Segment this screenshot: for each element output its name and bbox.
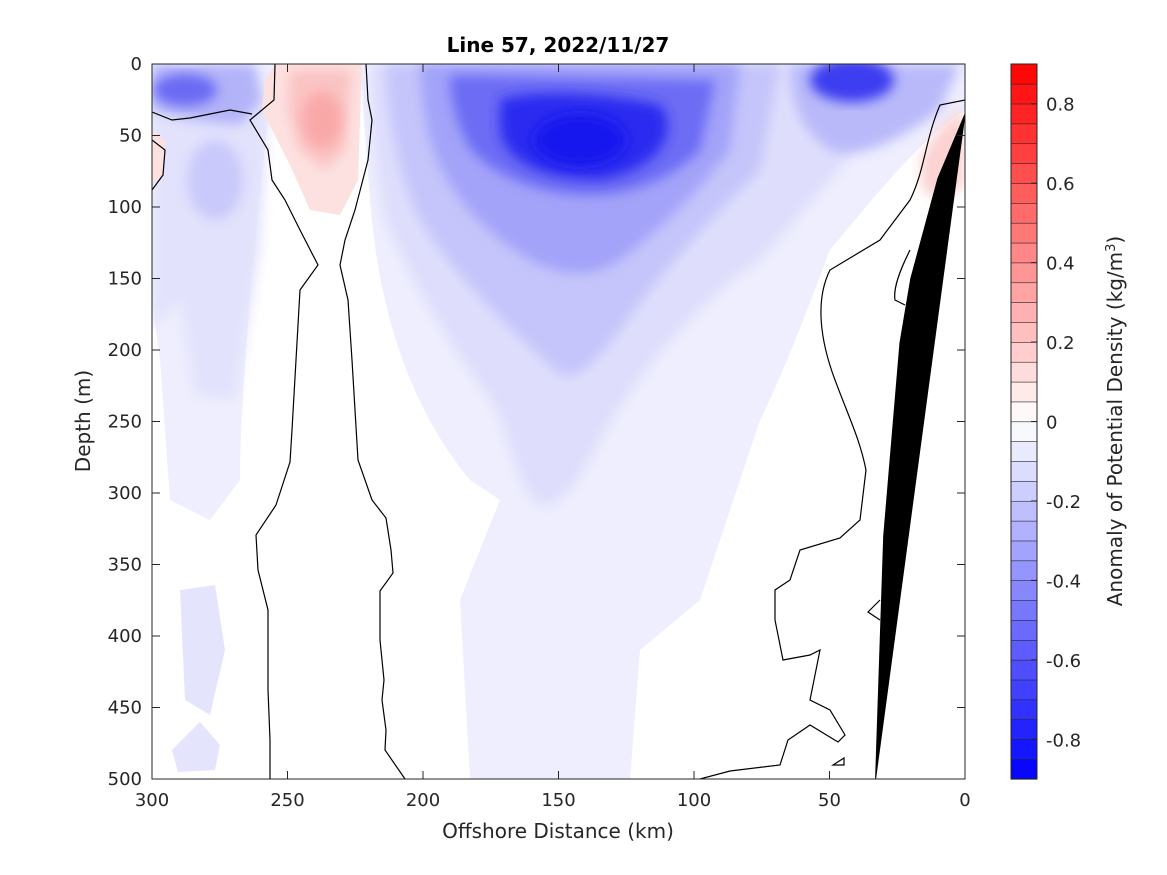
colorbar-segment: [1010, 441, 1038, 462]
colorbar-segment: [1010, 599, 1038, 621]
x-tick-label: 100: [677, 790, 711, 811]
colorbar-segment: [1010, 123, 1038, 145]
colorbar-segment: [1010, 103, 1038, 125]
colorbar-segment: [1010, 222, 1038, 244]
neg-region-max: [535, 115, 625, 165]
colorbar-segment: [1010, 421, 1038, 442]
colorbar-tick-label: -0.6: [1046, 651, 1081, 672]
y-axis-title: Depth (m): [71, 370, 95, 472]
neg-region-left-mid: [187, 140, 243, 220]
colorbar-title: Anomaly of Potential Density (kg/m3): [1103, 236, 1127, 606]
x-tick-label: 200: [406, 790, 440, 811]
y-tick-label: 500: [108, 769, 142, 790]
colorbar-tick-label: -0.4: [1046, 571, 1081, 592]
x-axis: 300 250 200 150 100 50 0: [135, 64, 971, 811]
colorbar-segment: [1010, 580, 1038, 601]
colorbar-segment: [1010, 321, 1038, 343]
colorbar-tick-label: 0: [1046, 413, 1057, 434]
colorbar-segment: [1010, 679, 1038, 701]
colorbar-segment: [1010, 202, 1038, 224]
zero-contour-left-tongue: [249, 64, 319, 779]
neg-region-lower-left: [180, 585, 225, 715]
zero-contour-left-edge: [152, 139, 166, 191]
colorbar-tick-label: -0.2: [1046, 492, 1081, 513]
zero-contour-slope: [894, 249, 911, 306]
colorbar-tick-label: 0.4: [1046, 254, 1075, 275]
colorbar-segment: [1010, 361, 1038, 383]
colorbar-segment: [1010, 282, 1038, 303]
pos-region-left-edge: [152, 130, 165, 185]
colorbar-segment: [1010, 341, 1038, 363]
colorbar-segment: [1010, 460, 1038, 482]
zero-contour-upper-left: [152, 109, 253, 121]
pos-region-core: [302, 92, 342, 148]
zero-contours: [152, 64, 965, 779]
neg-region-bottom-left: [172, 722, 220, 772]
colorbar-segment: [1010, 719, 1038, 740]
x-tick-label: 150: [541, 790, 575, 811]
colorbar-segment: [1010, 63, 1038, 85]
colorbar: [1010, 63, 1038, 780]
zero-contour-deep-right: [867, 599, 881, 621]
y-tick-label: 50: [119, 126, 142, 147]
y-tick-label: 300: [108, 483, 142, 504]
x-tick-label: 300: [135, 790, 169, 811]
anomaly-field: [152, 64, 965, 779]
y-tick-label: 100: [108, 197, 142, 218]
colorbar-segment: [1010, 401, 1038, 423]
colorbar-segment: [1010, 262, 1038, 284]
neg-region-upper-right-core: [810, 64, 894, 102]
colorbar-segment: [1010, 500, 1038, 522]
neg-region-left: [152, 75, 268, 400]
colorbar-segment: [1010, 381, 1038, 403]
colorbar-tick-label: -0.8: [1046, 730, 1081, 751]
colorbar-segment: [1010, 659, 1038, 681]
x-axis-title: Offshore Distance (km): [442, 819, 674, 843]
colorbar-frame: [1010, 63, 1038, 780]
neg-region-upper-left-core: [153, 74, 217, 106]
y-axis: 0 50 100 150 200 250 300 350 400 450 500: [108, 54, 965, 790]
colorbar-segment: [1010, 520, 1038, 542]
colorbar-tick-label: 0.6: [1046, 174, 1075, 195]
colorbar-segment: [1010, 143, 1038, 164]
colorbar-segment: [1010, 639, 1038, 661]
colorbar-segment: [1010, 738, 1038, 760]
x-tick-label: 250: [270, 790, 304, 811]
x-tick-label: 0: [959, 790, 970, 811]
colorbar-segment: [1010, 699, 1038, 721]
chart-title: Line 57, 2022/11/27: [447, 33, 670, 57]
zero-contour-shelf: [699, 99, 965, 779]
colorbar-segment: [1010, 242, 1038, 264]
zero-contour-bottom-small: [830, 756, 845, 766]
colorbar-segment: [1010, 758, 1038, 780]
colorbar-segment: [1010, 480, 1038, 502]
zero-contour-right-tongue: [339, 64, 406, 779]
colorbar-segment: [1010, 619, 1038, 641]
colorbar-segment: [1010, 163, 1038, 184]
colorbar-tick-label: 0.2: [1046, 333, 1075, 354]
y-tick-label: 450: [108, 698, 142, 719]
colorbar-segment: [1010, 302, 1038, 323]
colorbar-segment: [1010, 182, 1038, 204]
y-tick-label: 0: [131, 54, 142, 75]
colorbar-segment: [1010, 560, 1038, 581]
y-tick-label: 400: [108, 626, 142, 647]
y-tick-label: 250: [108, 412, 142, 433]
y-tick-label: 200: [108, 340, 142, 361]
y-tick-label: 350: [108, 555, 142, 576]
colorbar-tick-label: 0.8: [1046, 95, 1075, 116]
colorbar-ticks: 0.8 0.6 0.4 0.2 0 -0.2 -0.4 -0.6 -0.8: [1031, 95, 1081, 751]
x-tick-label: 50: [818, 790, 841, 811]
colorbar-segment: [1010, 540, 1038, 562]
y-tick-label: 150: [108, 269, 142, 290]
colorbar-segment: [1010, 83, 1038, 105]
